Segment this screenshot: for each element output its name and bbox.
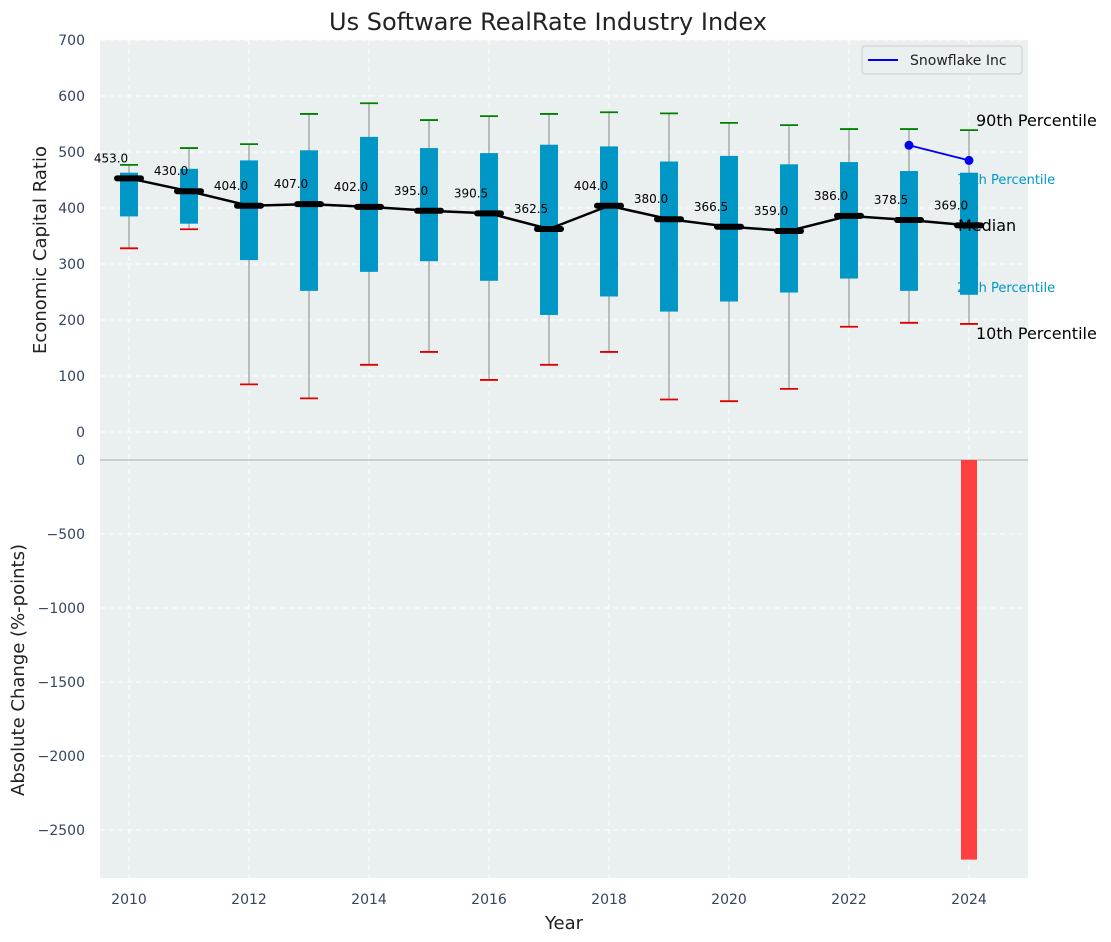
bottom-panel: 0−500−1000−1500−2000−2500 2010 2012 2014 20… (8, 453, 1028, 934)
median-labels: 453.0 430.0 404.0 407.0 402.0 395.0 390.5 362.5… (94, 151, 968, 218)
iqr-box (960, 172, 978, 295)
bottom-y-tick-label: −2000 (38, 749, 85, 765)
iqr-box (420, 148, 438, 262)
iqr-box (600, 146, 618, 297)
bottom-plot-area (100, 460, 1028, 878)
iqr-box (180, 168, 198, 224)
p90-percentile-label: 90th Percentile (976, 111, 1097, 130)
top-y-tick-label: 0 (76, 425, 85, 441)
x-tick-label: 2020 (711, 892, 747, 908)
top-y-tick-label: 700 (58, 33, 85, 49)
top-y-ticks: 0 100 200 300 400 500 600 700 (58, 33, 85, 441)
median-value-label: 380.0 (634, 192, 668, 206)
x-tick-label: 2024 (951, 892, 987, 908)
top-y-tick-label: 100 (58, 369, 85, 385)
x-tick-label: 2022 (831, 892, 867, 908)
bottom-y-tick-label: −2500 (38, 823, 85, 839)
p10-percentile-label: 10th Percentile (976, 324, 1097, 343)
bottom-y-tick-label: 0 (76, 453, 85, 469)
legend-entry-snowflake: Snowflake Inc (910, 53, 1007, 69)
median-value-label: 366.5 (694, 200, 728, 214)
company-line (908, 144, 970, 162)
x-tick-label: 2014 (351, 892, 387, 908)
median-value-label: 407.0 (274, 177, 308, 191)
iqr-box (480, 153, 498, 281)
top-y-tick-label: 300 (58, 257, 85, 273)
x-axis-title: Year (544, 913, 584, 934)
x-tick-label: 2012 (231, 892, 267, 908)
median-value-label: 395.0 (394, 184, 428, 198)
p25-percentile-label: 25th Percentile (957, 281, 1055, 296)
top-y-tick-label: 200 (58, 313, 85, 329)
company-point (904, 140, 914, 150)
iqr-box (300, 150, 318, 291)
median-marks (114, 175, 984, 234)
x-tick-label: 2016 (471, 892, 507, 908)
legend: Snowflake Inc (861, 45, 1023, 75)
change-bar (961, 460, 977, 860)
iqr-box (840, 162, 858, 279)
median-percentile-label: Median (958, 216, 1016, 235)
company-series (904, 140, 974, 165)
median-value-label: 386.0 (814, 189, 848, 203)
p90-caps (120, 102, 978, 166)
median-value-label: 362.5 (514, 202, 548, 216)
p10-caps (120, 228, 978, 403)
x-tick-label: 2018 (591, 892, 627, 908)
chart-title: Us Software RealRate Industry Index (329, 8, 767, 36)
top-plot-area (100, 40, 1028, 460)
median-value-label: 369.0 (934, 198, 968, 212)
iqr-box (900, 171, 918, 291)
p75-percentile-label: 75th Percentile (957, 173, 1055, 188)
legend-box (861, 45, 1023, 75)
bottom-y-ticks: 0 −500 −1000 −1500 −2000 −2500 (38, 453, 85, 839)
change-bars (961, 460, 977, 860)
boxes (120, 136, 978, 315)
top-panel: 0 100 200 300 400 500 600 700 453.0 430.0 404.0 40… (30, 33, 1097, 460)
bottom-y-axis-title: Absolute Change (%-points) (8, 544, 29, 796)
median-value-label: 359.0 (754, 204, 788, 218)
top-y-tick-label: 500 (58, 145, 85, 161)
median-value-label: 453.0 (94, 151, 128, 165)
iqr-box (120, 172, 138, 217)
median-value-label: 404.0 (214, 179, 248, 193)
bottom-y-tick-label: −1000 (38, 601, 85, 617)
median-value-label: 390.5 (454, 186, 488, 200)
median-value-label: 430.0 (154, 164, 188, 178)
bottom-y-tick-label: −1500 (38, 675, 85, 691)
bottom-y-tick-label: −500 (47, 527, 85, 543)
x-ticks: 2010 2012 2014 2016 2018 2020 2022 2024 (111, 892, 987, 908)
company-point (964, 155, 974, 165)
iqr-box (240, 160, 258, 261)
iqr-box (660, 161, 678, 312)
x-tick-label: 2010 (111, 892, 147, 908)
top-y-axis-title: Economic Capital Ratio (30, 146, 51, 354)
median-value-label: 404.0 (574, 179, 608, 193)
top-y-tick-label: 400 (58, 201, 85, 217)
median-value-label: 402.0 (334, 180, 368, 194)
top-y-tick-label: 600 (58, 89, 85, 105)
median-value-label: 378.5 (874, 193, 908, 207)
